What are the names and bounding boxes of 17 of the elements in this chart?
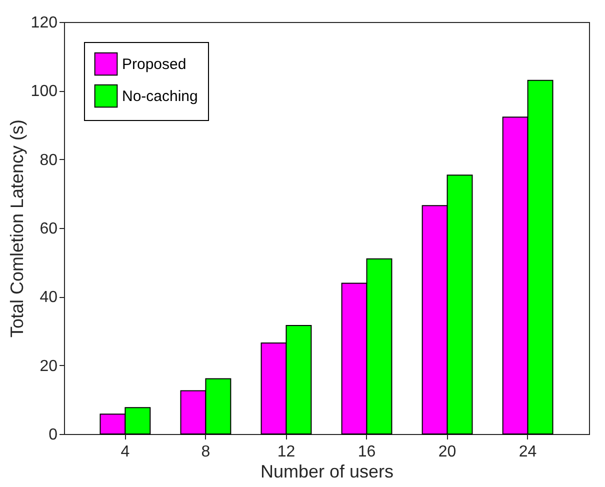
- x-tick-label: 12: [277, 444, 296, 460]
- x-tick-label: 16: [358, 444, 376, 460]
- x-tick-label: 24: [518, 444, 537, 460]
- y-tick-label: 40: [40, 289, 58, 306]
- legend-label: No-caching: [122, 88, 198, 105]
- x-axis-title: Number of users: [260, 462, 394, 482]
- y-tick-label: 120: [30, 14, 58, 32]
- y-tick-label: 0: [48, 426, 58, 444]
- y-axis-title: Total Comletion Latency (s): [6, 119, 27, 338]
- x-tick-label: 8: [201, 444, 210, 460]
- x-tick-label: 4: [120, 444, 130, 460]
- y-tick-label: 60: [40, 220, 58, 238]
- y-tick-label: 100: [30, 83, 58, 100]
- x-tick-label: 20: [438, 444, 456, 460]
- y-tick-label: 80: [40, 152, 58, 169]
- legend-label: Proposed: [122, 56, 186, 73]
- y-tick-label: 20: [40, 358, 58, 375]
